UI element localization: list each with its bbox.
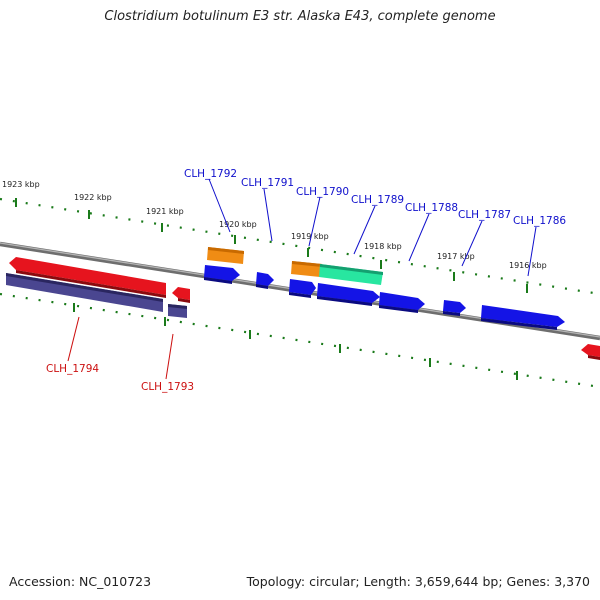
gene-clh-1787[interactable] <box>443 300 466 313</box>
upper-scale-major-ticks <box>15 198 528 293</box>
kbp-label: 1916 kbp <box>509 261 547 270</box>
kbp-label: 1920 kbp <box>219 220 257 229</box>
accession-text: Accession: NC_010723 <box>9 574 152 589</box>
gene-label: CLH_1791 <box>241 177 294 189</box>
label-leaders <box>67 178 537 380</box>
kbp-label: 1921 kbp <box>146 207 184 216</box>
lower-scale-major-ticks <box>73 303 518 380</box>
kbp-label: 1922 kbp <box>74 193 112 202</box>
gene-red-arrow[interactable] <box>172 287 190 300</box>
gene-label: CLH_1790 <box>296 186 349 198</box>
genome-title: Clostridium botulinum E3 str. Alaska E43… <box>104 9 496 24</box>
gene-labels: CLH_1792 CLH_1791 CLH_1790 CLH_1789 CLH_… <box>46 168 566 393</box>
gene-label: CLH_1792 <box>184 168 237 180</box>
gene-label: CLH_1794 <box>46 363 99 375</box>
gene-blue-arrow[interactable] <box>204 265 240 281</box>
gene-label: CLH_1789 <box>351 194 404 206</box>
gene-label: CLH_1788 <box>405 202 458 214</box>
gene-clh-1791[interactable] <box>256 272 274 286</box>
gene-red-arrow[interactable] <box>581 344 600 357</box>
kbp-label: 1917 kbp <box>437 252 475 261</box>
gene-clh-1789[interactable] <box>319 264 383 285</box>
gene-clh-1794[interactable] <box>6 273 163 312</box>
genome-summary-text: Topology: circular; Length: 3,659,644 bp… <box>246 574 590 589</box>
forward-genes <box>204 247 565 330</box>
gene-clh-1788[interactable] <box>379 292 425 310</box>
kbp-label: 1919 kbp <box>291 232 329 241</box>
reverse-genes <box>6 257 600 360</box>
gene-red-arrow[interactable] <box>9 257 166 295</box>
gene-label: CLH_1786 <box>513 215 566 227</box>
gene-label: CLH_1793 <box>141 381 194 393</box>
gene-clh-1786[interactable] <box>481 305 565 327</box>
gene-blue-arrow[interactable] <box>289 279 316 295</box>
gene-label: CLH_1787 <box>458 209 511 221</box>
gene-blue-arrow[interactable] <box>317 283 380 303</box>
kbp-labels: 1923 kbp 1922 kbp 1921 kbp 1920 kbp 1919… <box>2 180 547 270</box>
kbp-label: 1918 kbp <box>364 242 402 251</box>
kbp-label: 1923 kbp <box>2 180 40 189</box>
